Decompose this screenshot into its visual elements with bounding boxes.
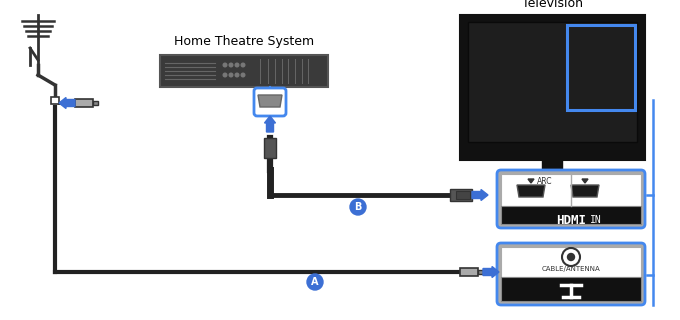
Text: ARC: ARC xyxy=(537,177,553,186)
Bar xyxy=(517,172,587,177)
Text: HDMI: HDMI xyxy=(556,213,586,227)
Bar xyxy=(264,138,276,158)
FancyArrow shape xyxy=(265,116,275,132)
FancyBboxPatch shape xyxy=(497,243,645,305)
Bar xyxy=(450,189,472,201)
Polygon shape xyxy=(571,185,599,197)
FancyArrow shape xyxy=(483,267,499,277)
Circle shape xyxy=(307,274,323,290)
FancyArrow shape xyxy=(472,189,488,201)
Circle shape xyxy=(568,253,575,260)
Polygon shape xyxy=(528,179,534,183)
Circle shape xyxy=(235,63,239,67)
Text: B: B xyxy=(354,202,362,212)
Circle shape xyxy=(562,248,580,266)
Circle shape xyxy=(229,73,233,77)
Circle shape xyxy=(229,63,233,67)
Polygon shape xyxy=(582,179,588,183)
Circle shape xyxy=(223,63,227,67)
Bar xyxy=(456,191,470,199)
Bar xyxy=(501,277,641,301)
Bar xyxy=(93,101,98,105)
Text: Home Theatre System: Home Theatre System xyxy=(174,35,314,48)
Bar xyxy=(75,99,93,107)
FancyBboxPatch shape xyxy=(254,88,286,116)
Circle shape xyxy=(235,73,239,77)
Bar xyxy=(501,247,641,277)
FancyBboxPatch shape xyxy=(497,170,645,228)
Bar xyxy=(501,174,641,206)
FancyArrow shape xyxy=(59,98,75,108)
Bar xyxy=(567,25,635,110)
Bar xyxy=(501,206,641,224)
Text: A: A xyxy=(311,277,319,287)
Circle shape xyxy=(241,63,245,67)
Circle shape xyxy=(350,199,366,215)
Bar xyxy=(460,15,645,160)
Text: CABLE/ANTENNA: CABLE/ANTENNA xyxy=(542,266,600,272)
Text: Television: Television xyxy=(522,0,583,10)
Bar xyxy=(160,55,328,87)
Bar xyxy=(460,268,478,276)
Text: IN: IN xyxy=(590,215,602,225)
Bar xyxy=(468,22,637,142)
Bar xyxy=(478,270,483,274)
Polygon shape xyxy=(258,95,282,107)
Circle shape xyxy=(241,73,245,77)
Circle shape xyxy=(223,73,227,77)
Bar xyxy=(51,97,59,104)
Bar xyxy=(542,160,562,172)
Polygon shape xyxy=(517,185,545,197)
